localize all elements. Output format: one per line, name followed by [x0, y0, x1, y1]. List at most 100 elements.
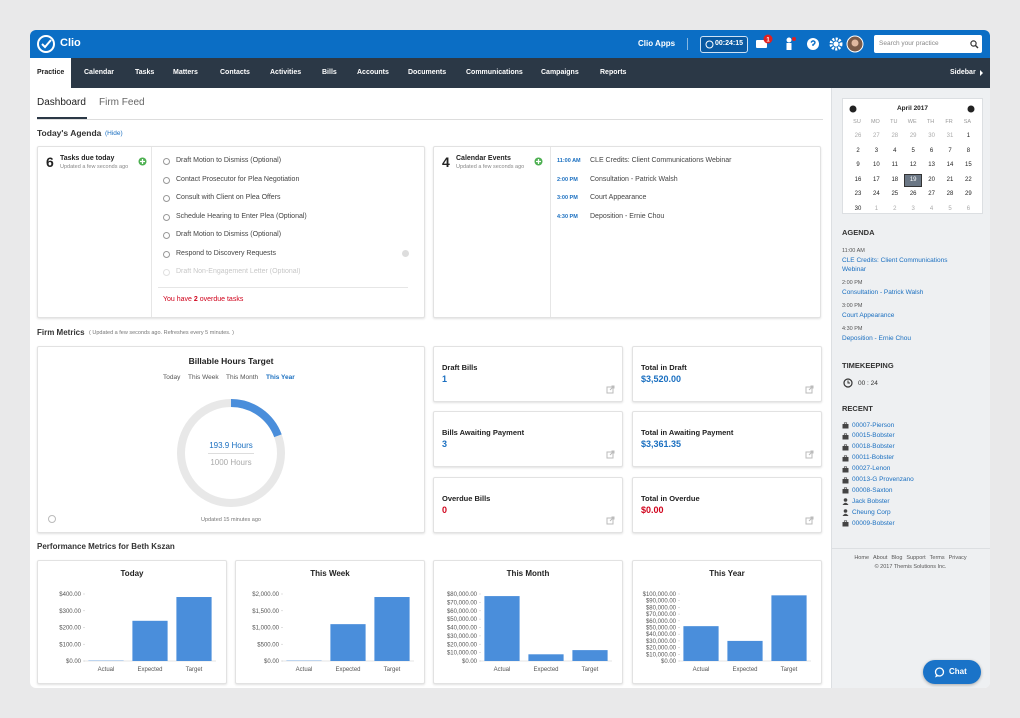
calendar-day[interactable]: 6	[966, 205, 971, 212]
calendar-day[interactable]: 12	[909, 162, 917, 168]
agenda-title[interactable]: Court Appearance	[842, 312, 895, 319]
calendar-day[interactable]: 4	[929, 205, 934, 212]
calendar-day[interactable]: 5	[948, 205, 952, 212]
period-tab[interactable]: This Week	[188, 374, 219, 381]
search-box[interactable]: Search your practice	[874, 35, 982, 53]
calendar-day[interactable]: 8	[966, 147, 971, 154]
calendar-day[interactable]: 29	[965, 191, 972, 197]
task-item[interactable]: Draft Motion to Dismiss (Optional)	[176, 231, 282, 238]
calendar-day[interactable]: 28	[891, 133, 899, 139]
calendar-day[interactable]: 27	[928, 191, 935, 197]
calendar-day[interactable]: 6	[929, 147, 934, 154]
task-checkbox[interactable]	[163, 158, 170, 165]
calendar-day[interactable]: 27	[873, 133, 880, 139]
calendar-day[interactable]: 26	[854, 133, 862, 139]
footer-link[interactable]: Terms	[929, 555, 945, 561]
agenda-title[interactable]: CLE Credits: Client Communications Webin…	[842, 257, 948, 273]
calendar-day[interactable]: 7	[948, 147, 952, 154]
nav-item[interactable]: Documents	[408, 69, 447, 76]
recent-item[interactable]: 00013-G Provenzano	[852, 476, 914, 483]
metric-card[interactable]: Total in Overdue $0.00	[632, 477, 822, 533]
recent-item[interactable]: 00015-Bobster	[852, 432, 895, 440]
task-checkbox[interactable]	[163, 176, 170, 184]
calendar-day[interactable]: 22	[965, 176, 972, 183]
chat-button[interactable]: Chat	[923, 660, 981, 684]
calendar-day[interactable]: 29	[909, 133, 917, 139]
nav-item[interactable]: Practice	[30, 58, 72, 88]
task-checkbox[interactable]	[163, 213, 170, 221]
event-title[interactable]: Court Appearance	[590, 194, 647, 201]
task-checkbox[interactable]	[163, 195, 170, 202]
calendar-day[interactable]: 9	[856, 162, 860, 168]
task-checkbox[interactable]	[163, 232, 170, 239]
period-tab[interactable]: This Year	[266, 374, 295, 381]
footer-link[interactable]: Support	[906, 555, 926, 561]
calendar-day[interactable]: 19	[904, 173, 923, 187]
recent-item[interactable]: Cheung Corp	[852, 508, 891, 516]
calendar-day[interactable]: 10	[873, 162, 880, 168]
calendar-day[interactable]: 30	[928, 133, 935, 139]
brand[interactable]: Clio	[60, 37, 81, 49]
recent-item[interactable]: 00011-Bobster	[852, 454, 895, 462]
settings-icon[interactable]	[48, 515, 56, 523]
nav-item[interactable]: Reports	[600, 69, 627, 76]
nav-item[interactable]: Matters	[173, 69, 198, 76]
sidebar-toggle[interactable]: Sidebar	[950, 69, 976, 76]
calendar-day[interactable]: 4	[893, 147, 897, 154]
calendar-day[interactable]: 2	[856, 147, 860, 154]
calendar-day[interactable]: 30	[854, 205, 862, 212]
recent-item[interactable]: 00027-Lenon	[852, 465, 891, 473]
calendar-day[interactable]: 13	[928, 162, 935, 168]
calendar-day[interactable]: 2	[893, 205, 897, 212]
nav-item[interactable]: Communications	[466, 69, 523, 76]
hide-link[interactable]: (Hide)	[105, 129, 123, 137]
footer-link[interactable]: About	[873, 555, 888, 561]
event-title[interactable]: CLE Credits: Client Communications Webin…	[590, 157, 732, 164]
period-tab[interactable]: Today	[163, 374, 181, 381]
calendar-day[interactable]: 3	[911, 205, 915, 212]
calendar-day[interactable]: 18	[891, 176, 899, 183]
nav-item[interactable]: Campaigns	[541, 69, 579, 76]
event-title[interactable]: Consultation - Patrick Walsh	[590, 175, 678, 183]
calendar-day[interactable]: 16	[854, 176, 862, 183]
recent-item[interactable]: Jack Bobster	[852, 497, 890, 505]
task-item[interactable]: Draft Motion to Dismiss (Optional)	[176, 157, 282, 164]
footer-link[interactable]: Privacy	[948, 555, 967, 561]
calendar-day[interactable]: 1	[874, 205, 879, 212]
nav-item[interactable]: Contacts	[220, 69, 250, 76]
apps-link[interactable]: Clio Apps	[638, 39, 676, 48]
calendar-day[interactable]: 1	[966, 133, 971, 139]
nav-item[interactable]: Accounts	[357, 69, 389, 76]
calendar-day[interactable]: 24	[873, 191, 880, 197]
tab[interactable]: Dashboard	[37, 97, 86, 108]
calendar-day[interactable]: 14	[946, 162, 954, 168]
calendar-day[interactable]: 15	[965, 162, 972, 168]
calendar-day[interactable]: 5	[911, 147, 915, 154]
event-title[interactable]: Deposition - Ernie Chou	[590, 212, 665, 220]
footer-link[interactable]: Blog	[891, 555, 903, 561]
nav-item[interactable]: Bills	[322, 69, 337, 76]
calendar-day[interactable]: 28	[946, 191, 954, 197]
agenda-title[interactable]: Deposition - Ernie Chou	[842, 335, 912, 342]
recent-item[interactable]: 00018-Bobster	[852, 443, 895, 451]
calendar-day[interactable]: 31	[946, 133, 954, 139]
metric-card[interactable]: Overdue Bills 0	[433, 477, 623, 533]
agenda-title[interactable]: Consultation - Patrick Walsh	[842, 289, 924, 296]
calendar-day[interactable]: 17	[873, 176, 880, 183]
calendar-day[interactable]: 3	[874, 147, 879, 154]
task-checkbox[interactable]	[163, 250, 170, 258]
tab[interactable]: Firm Feed	[99, 97, 145, 108]
nav-item[interactable]: Tasks	[135, 69, 155, 76]
metric-card[interactable]: Draft Bills 1	[433, 346, 623, 402]
metric-card[interactable]: Total in Awaiting Payment $3,361.35	[632, 411, 822, 467]
metric-card[interactable]: Total in Draft $3,520.00	[632, 346, 822, 402]
calendar-day[interactable]: 11	[891, 162, 898, 168]
task-item[interactable]: Draft Non-Engagement Letter (Optional)	[176, 268, 301, 275]
task-item[interactable]: Consult with Client on Plea Offers	[176, 194, 281, 201]
timer[interactable]: 00:24:15	[700, 36, 748, 53]
recent-item[interactable]: 00009-Bobster	[852, 519, 895, 527]
task-item[interactable]: Respond to Discovery Requests	[176, 249, 276, 257]
calendar-day[interactable]: 26	[909, 191, 917, 197]
calendar-day[interactable]: 21	[946, 176, 954, 183]
calendar-day[interactable]: 25	[891, 191, 899, 197]
